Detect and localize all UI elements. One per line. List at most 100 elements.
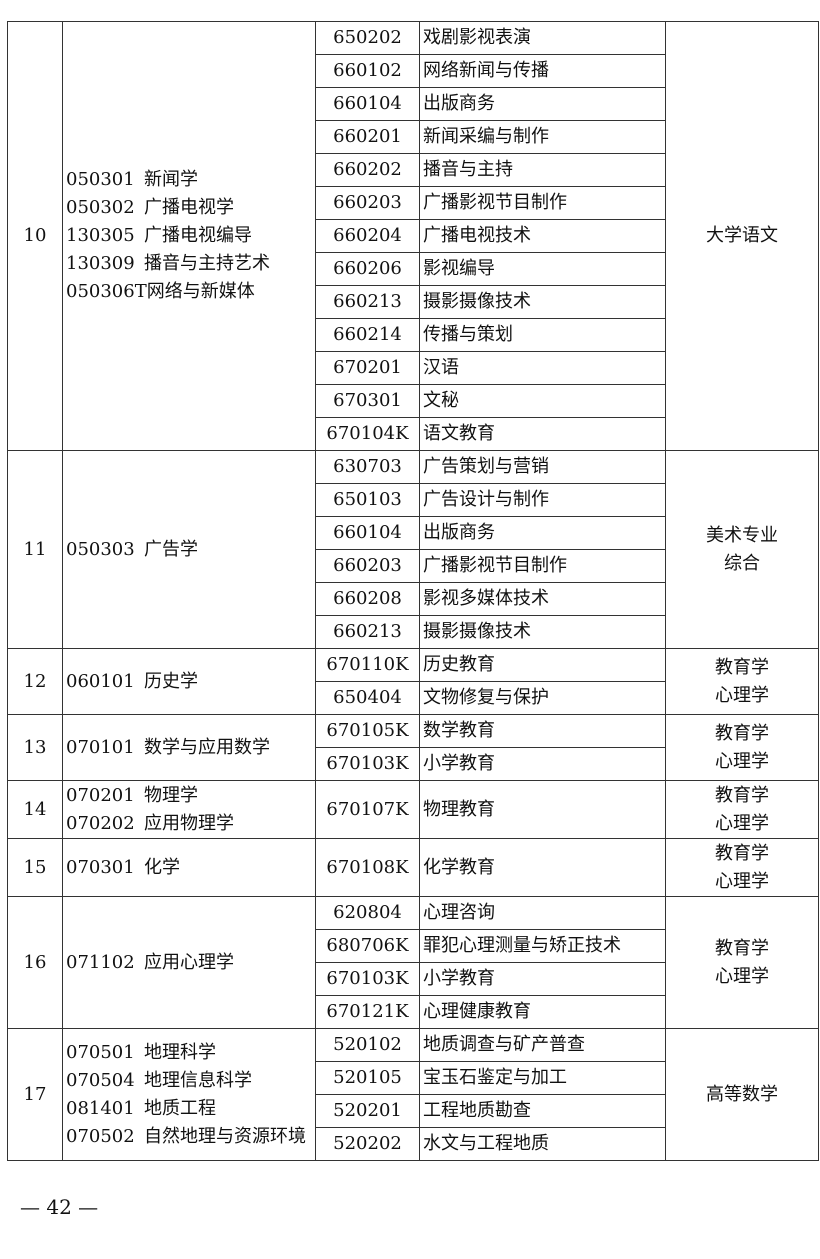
major-code: 050306T xyxy=(66,281,147,302)
undergrad-majors: 070101 数学与应用数学 xyxy=(62,714,316,781)
vocational-name: 心理健康教育 xyxy=(419,995,666,1029)
vocational-name: 罪犯心理测量与矫正技术 xyxy=(419,929,666,963)
major-code: 130309 xyxy=(66,253,135,274)
vocational-name: 广播电视技术 xyxy=(419,219,666,253)
vocational-name: 影视编导 xyxy=(419,252,666,286)
vocational-name: 出版商务 xyxy=(419,87,666,121)
major-name: 广告学 xyxy=(144,538,198,560)
table-row: 17 070501 地理科学 070504 地理信息科学 081401 地质工程 070502… xyxy=(7,1028,819,1161)
major-code: 070201 xyxy=(66,784,135,806)
vocational-code: 670301 xyxy=(315,384,420,418)
table-row: 650103 广告设计与制作 xyxy=(8,483,819,517)
undergrad-majors: 050301 新闻学 050302 广播电视学 130305 广播电视编导 130309 播音… xyxy=(62,21,316,451)
vocational-code: 670108K xyxy=(315,838,420,897)
exam-subject-line: 综合 xyxy=(724,552,760,574)
row-number: 17 xyxy=(7,1028,63,1161)
major-name: 物理学 xyxy=(144,784,198,806)
table-row: 12 060101 历史学 670110K 历史教育 教育学 心理学 xyxy=(7,648,819,715)
major-code: 070202 xyxy=(66,812,135,834)
vocational-name: 小学教育 xyxy=(419,962,666,996)
table-row: 10 050301 新闻学 050302 广播电视学 130305 广播电视编导 130309… xyxy=(7,21,819,451)
exam-subject-line: 美术专业 xyxy=(706,524,778,546)
vocational-code: 660213 xyxy=(315,615,420,649)
row-number: 13 xyxy=(7,714,63,781)
major-code: 070301 xyxy=(66,856,135,878)
row-number: 11 xyxy=(7,450,63,649)
vocational-code: 670201 xyxy=(315,351,420,385)
vocational-name: 摄影摄像技术 xyxy=(419,615,666,649)
major-name: 地理科学 xyxy=(144,1041,216,1063)
vocational-code: 660206 xyxy=(315,252,420,286)
major-line: 070501 地理科学 xyxy=(66,1039,315,1067)
table-row: 660204 广播电视技术 xyxy=(8,219,819,253)
vocational-code: 670103K xyxy=(315,747,420,781)
vocational-code: 660202 xyxy=(315,153,420,187)
major-line: 060101 历史学 xyxy=(66,668,315,696)
exam-subject: 教育学 心理学 xyxy=(665,838,819,897)
table-row: 660208 影视多媒体技术 xyxy=(8,582,819,616)
vocational-name: 新闻采编与制作 xyxy=(419,120,666,154)
vocational-code: 520201 xyxy=(315,1094,420,1128)
major-line: 081401 地质工程 xyxy=(66,1095,315,1123)
table-row: 670121K 心理健康教育 xyxy=(8,995,819,1029)
vocational-code: 660104 xyxy=(315,87,420,121)
vocational-code: 520202 xyxy=(315,1127,420,1161)
major-line: 070202 应用物理学 xyxy=(66,810,315,838)
vocational-name: 物理教育 xyxy=(419,780,666,839)
vocational-name: 数学教育 xyxy=(419,714,666,748)
vocational-code: 630703 xyxy=(315,450,420,484)
major-name: 应用心理学 xyxy=(144,951,234,973)
row-number: 15 xyxy=(7,838,63,897)
major-line: 070504 地理信息科学 xyxy=(66,1067,315,1095)
exam-subject: 大学语文 xyxy=(665,21,819,451)
table-row: 660213 摄影摄像技术 xyxy=(8,285,819,319)
vocational-code: 650103 xyxy=(315,483,420,517)
exam-subject-line: 教育学 xyxy=(715,842,769,864)
vocational-name: 广播影视节目制作 xyxy=(419,186,666,220)
row-number: 12 xyxy=(7,648,63,715)
vocational-code: 650202 xyxy=(315,21,420,55)
major-name: 数学与应用数学 xyxy=(144,736,270,758)
table-row: 520105 宝玉石鉴定与加工 xyxy=(8,1061,819,1095)
table-row: 660213 摄影摄像技术 xyxy=(8,615,819,649)
vocational-name: 网络新闻与传播 xyxy=(419,54,666,88)
vocational-name: 播音与主持 xyxy=(419,153,666,187)
undergrad-majors: 050303 广告学 xyxy=(62,450,316,649)
table-row: 670104K 语文教育 xyxy=(8,417,819,451)
table-row: 660201 新闻采编与制作 xyxy=(8,120,819,154)
major-name: 广播电视编导 xyxy=(144,225,252,246)
vocational-name: 语文教育 xyxy=(419,417,666,451)
vocational-code: 660214 xyxy=(315,318,420,352)
exam-subject: 教育学 心理学 xyxy=(665,714,819,781)
major-name: 地质工程 xyxy=(144,1097,216,1119)
undergrad-majors: 070301 化学 xyxy=(62,838,316,897)
major-code: 050302 xyxy=(66,197,135,218)
vocational-code: 670107K xyxy=(315,780,420,839)
table-row: 670201 汉语 xyxy=(8,351,819,385)
vocational-code: 520105 xyxy=(315,1061,420,1095)
table-row: 660104 出版商务 xyxy=(8,87,819,121)
vocational-code: 660201 xyxy=(315,120,420,154)
major-name: 广播电视学 xyxy=(144,197,234,218)
table-row: 660104 出版商务 xyxy=(8,516,819,550)
table-row: 16 071102 应用心理学 620804 心理咨询 教育学 心理学 xyxy=(7,896,819,1029)
major-code: 060101 xyxy=(66,670,135,692)
vocational-name: 小学教育 xyxy=(419,747,666,781)
major-name: 历史学 xyxy=(144,670,198,692)
table-row: 14 070201 物理学 070202 应用物理学 670107K 物理教育 教育学 心理学 xyxy=(7,780,819,839)
major-line: 130309 播音与主持艺术 xyxy=(66,250,315,278)
table-row: 660206 影视编导 xyxy=(8,252,819,286)
vocational-code: 670121K xyxy=(315,995,420,1029)
vocational-name: 出版商务 xyxy=(419,516,666,550)
exam-subject: 美术专业 综合 xyxy=(665,450,819,649)
exam-subject-line: 教育学 xyxy=(715,937,769,959)
exam-subject-line: 高等数学 xyxy=(706,1083,778,1105)
table-row: 11 050303 广告学 630703 广告策划与营销 美术专业 综合 xyxy=(7,450,819,649)
major-line: 050303 广告学 xyxy=(66,536,315,564)
vocational-name: 文秘 xyxy=(419,384,666,418)
table-row: 13 070101 数学与应用数学 670105K 数学教育 教育学 心理学 xyxy=(7,714,819,781)
vocational-name: 戏剧影视表演 xyxy=(419,21,666,55)
page-number: — 42 — xyxy=(20,1195,99,1219)
major-mapping-table: 10 050301 新闻学 050302 广播电视学 130305 广播电视编导 130309… xyxy=(7,21,819,1161)
vocational-code: 660102 xyxy=(315,54,420,88)
